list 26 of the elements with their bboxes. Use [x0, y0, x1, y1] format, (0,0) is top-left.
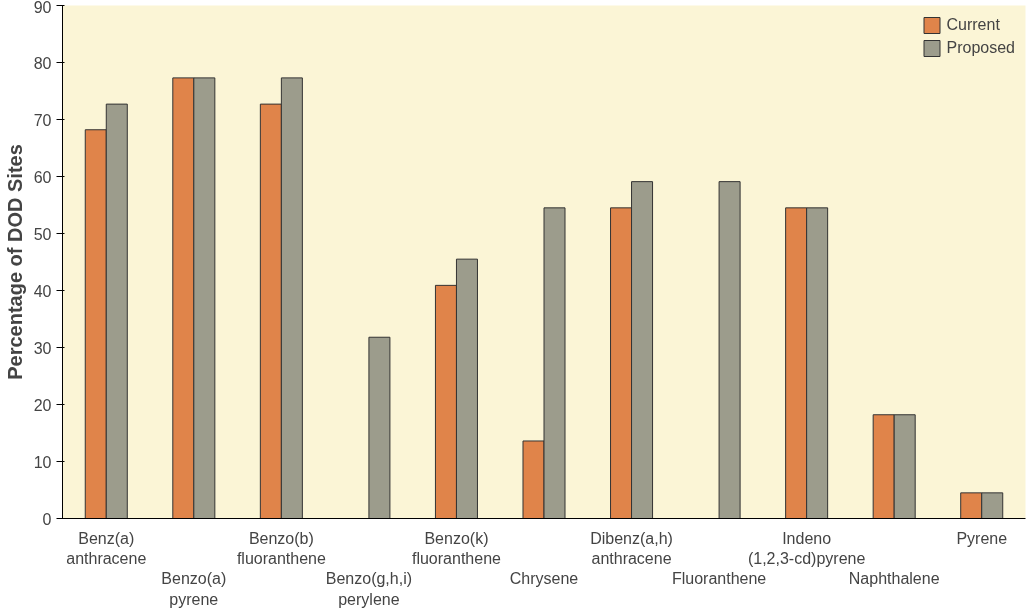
legend-label: Current — [946, 16, 1000, 34]
bar — [718, 181, 741, 519]
y-tick-label: 10 — [33, 453, 52, 471]
x-tick-label: Benzo(a) pyrene — [161, 570, 227, 608]
y-tick-label: 90 — [33, 0, 52, 16]
y-tick-label: 50 — [33, 225, 52, 243]
y-tick-label: 60 — [33, 168, 52, 186]
x-tick-label: Benz(a) anthracene — [66, 529, 147, 567]
x-tick-label: Dibenz(a,h) anthracene — [590, 529, 673, 567]
x-tick-label: Benzo(b) fluoranthene — [236, 529, 326, 567]
y-tick-label: 40 — [33, 282, 52, 300]
y-tick-label: 70 — [33, 111, 52, 129]
x-tick-label: Fluoranthene — [671, 570, 767, 588]
y-tick-label: 80 — [33, 54, 52, 72]
y-tick-label: 20 — [33, 396, 52, 414]
x-tick-label: Benzo(k) fluoranthene — [411, 529, 502, 567]
x-tick-label: Naphthalene — [848, 570, 940, 588]
y-tick-label: 0 — [42, 510, 52, 528]
y-tick-label: 30 — [33, 339, 52, 357]
bar — [368, 336, 391, 519]
y-axis-title: Percentage of DOD Sites — [3, 144, 26, 380]
x-tick-label: Indeno (1,2,3-cd)pyrene — [747, 529, 866, 567]
x-tick-label: Pyrene — [956, 529, 1008, 547]
x-tick-label: Benzo(g,h,i) perylene — [325, 570, 413, 608]
x-tick-label: Chrysene — [509, 570, 579, 588]
legend-label: Proposed — [946, 39, 1015, 57]
